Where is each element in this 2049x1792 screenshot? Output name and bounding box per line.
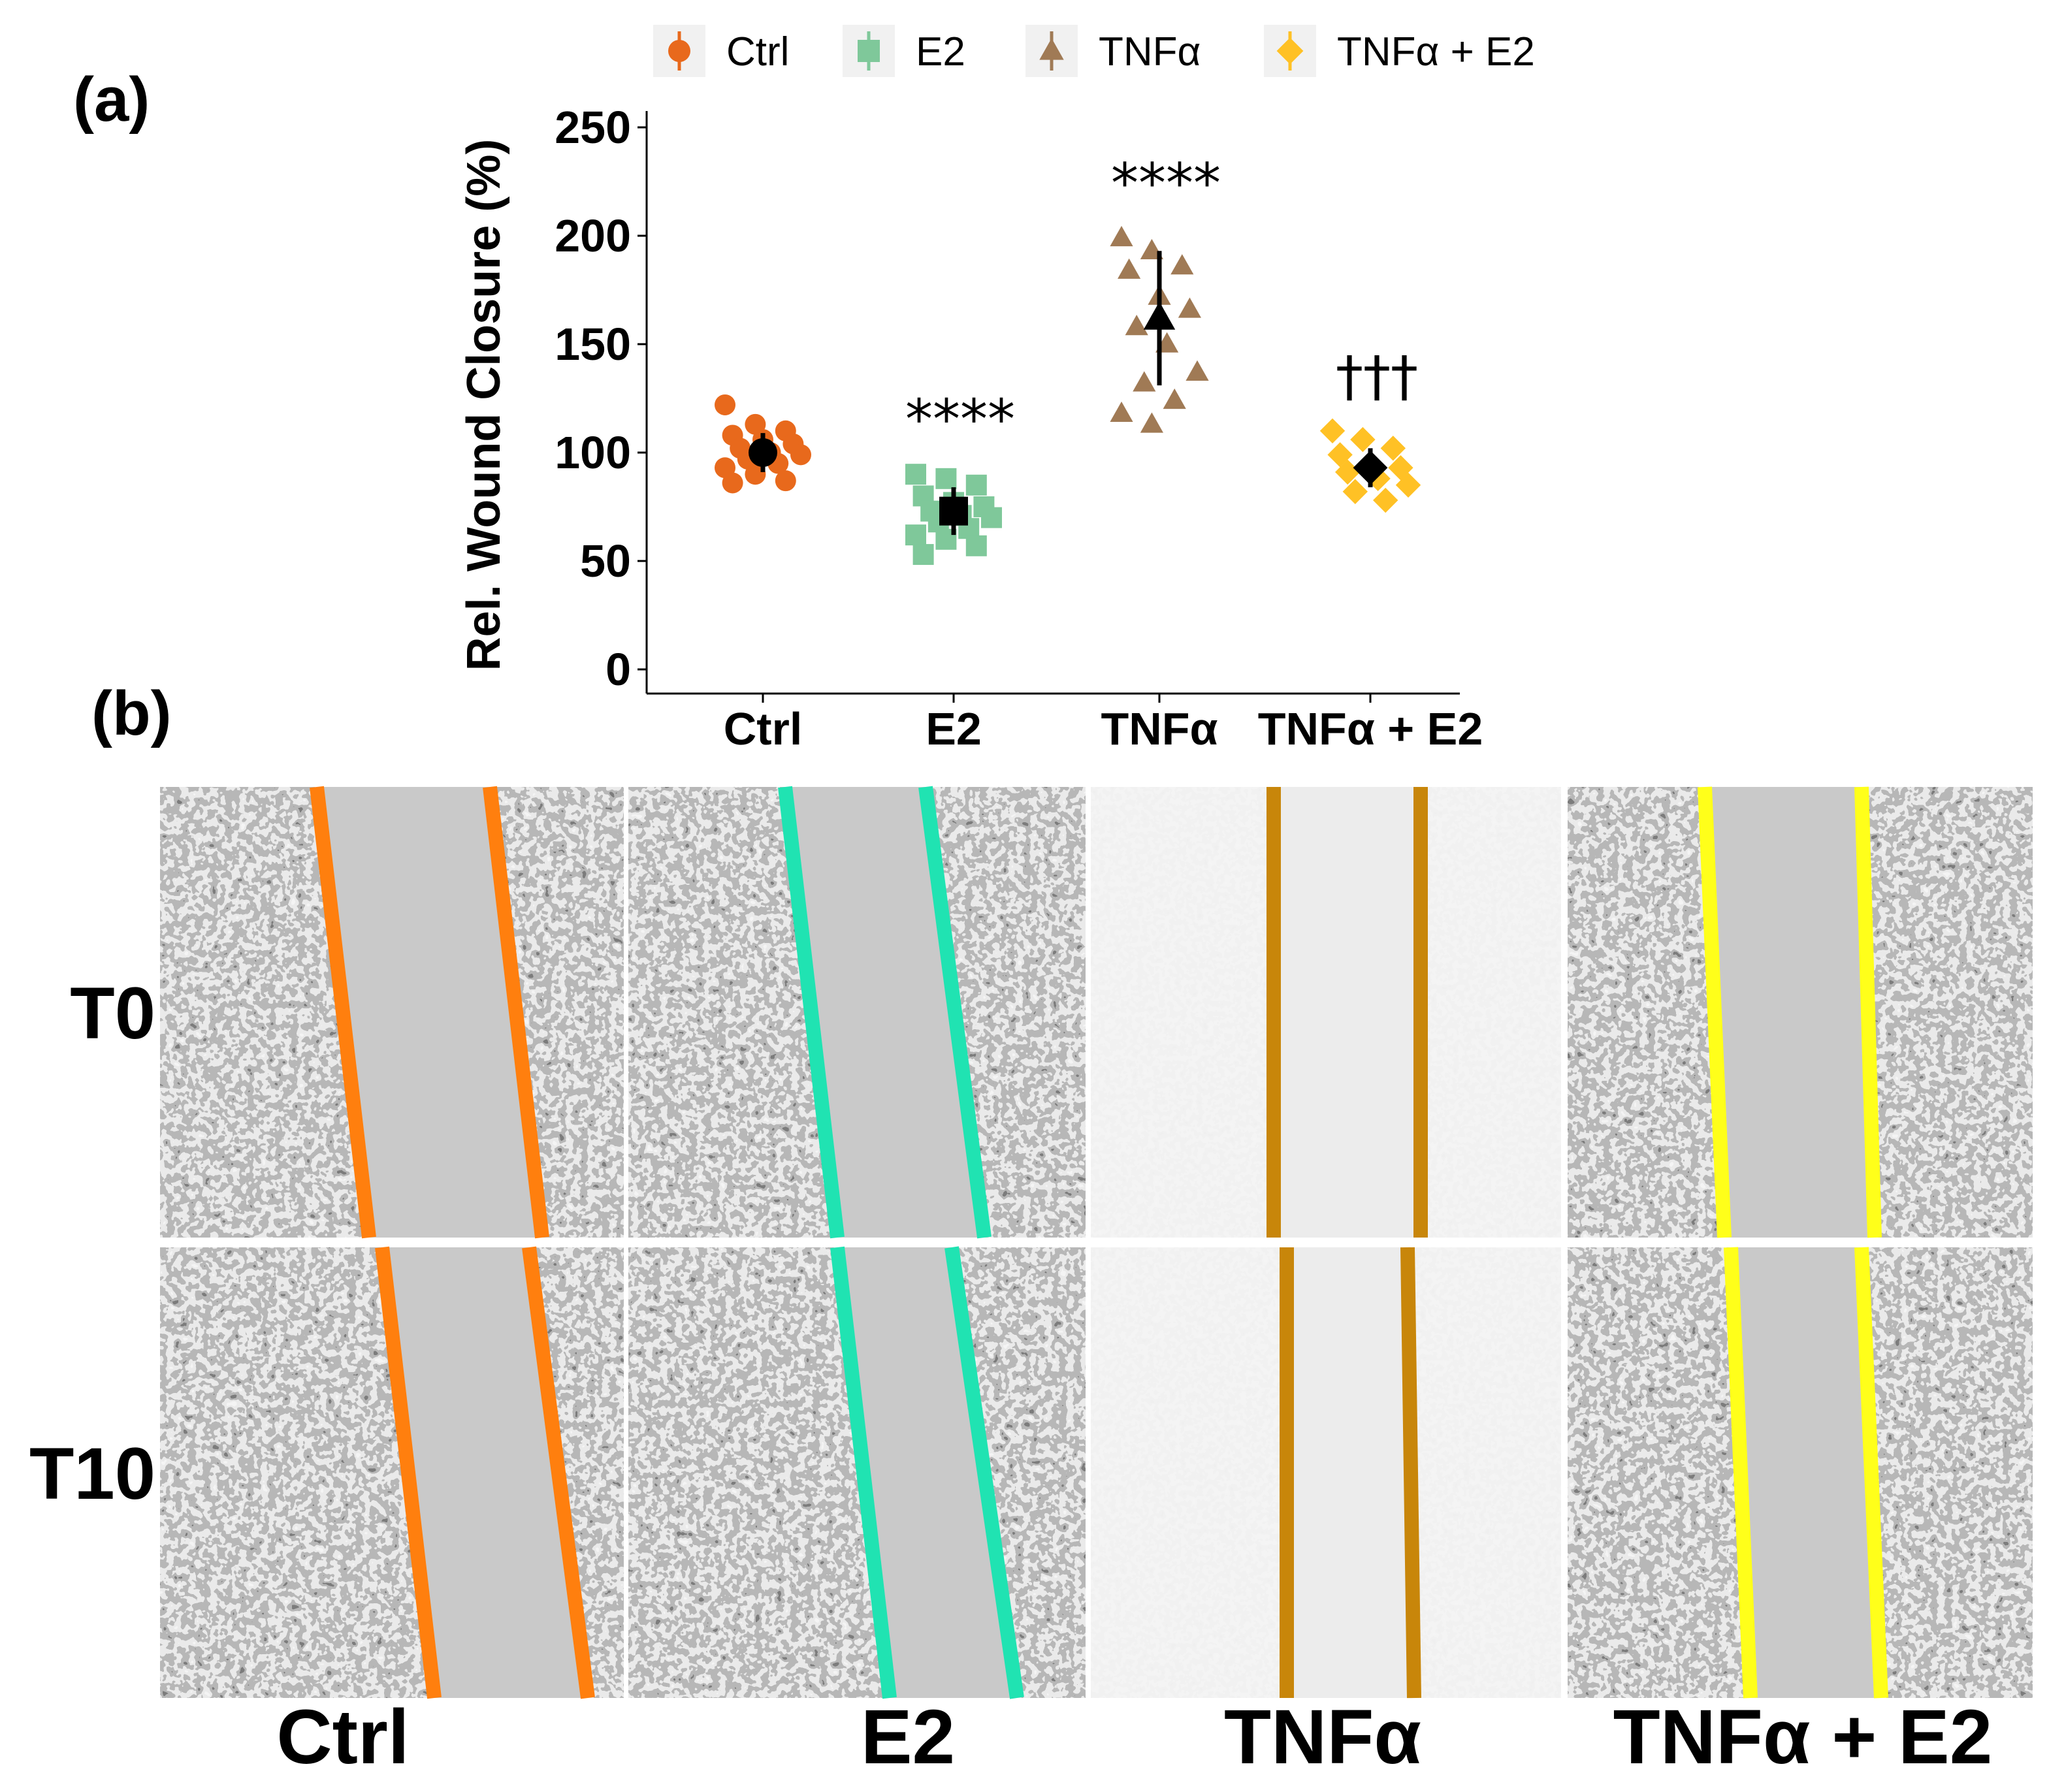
x-axis: Ctrl E2 TNFα TNFα + E2 bbox=[647, 692, 1483, 754]
significance-label: ††† bbox=[1336, 344, 1418, 408]
wound-closure-chart: Ctrl E2 TNFα TNFα + E2 0 50 100 150 200 250 Ctrl… bbox=[458, 25, 1535, 754]
panel-b-label: (b) bbox=[91, 679, 172, 748]
y-tick-label: 150 bbox=[555, 319, 631, 370]
data-point bbox=[1125, 315, 1148, 336]
x-tick-label: TNFα bbox=[1101, 703, 1218, 754]
wound-edge-line bbox=[830, 1246, 897, 1699]
y-axis-label: Rel. Wound Closure (%) bbox=[458, 139, 510, 671]
legend-label: TNFα bbox=[1099, 29, 1201, 74]
wound-gap bbox=[1274, 787, 1421, 1238]
wound-edge-line bbox=[522, 1246, 595, 1699]
wound-gap bbox=[1731, 1247, 1881, 1698]
chart-legend: Ctrl E2 TNFα TNFα + E2 bbox=[653, 25, 1535, 77]
data-point bbox=[981, 507, 1002, 528]
data-point bbox=[905, 524, 926, 546]
mean-marker bbox=[1353, 450, 1388, 485]
mean-marker bbox=[1143, 301, 1176, 330]
data-point bbox=[775, 470, 796, 492]
data-point bbox=[1380, 436, 1406, 461]
y-tick-label: 50 bbox=[580, 536, 631, 586]
plot-points bbox=[715, 225, 1421, 566]
column-label: E2 bbox=[861, 1694, 955, 1780]
wound-gap bbox=[382, 1247, 588, 1698]
row-label: T10 bbox=[29, 1433, 155, 1514]
micrograph-tile bbox=[1091, 1247, 1561, 1699]
legend-marker bbox=[1276, 37, 1304, 65]
micrograph-tile bbox=[160, 1246, 624, 1699]
data-point bbox=[1133, 371, 1156, 392]
significance-label: **** bbox=[1111, 151, 1221, 215]
wound-gap bbox=[1287, 1247, 1414, 1698]
wound-edge-line bbox=[944, 1246, 1024, 1699]
micrograph-tile bbox=[160, 786, 624, 1239]
data-point bbox=[912, 544, 934, 566]
panel-a-label: (a) bbox=[73, 65, 150, 135]
column-label: Ctrl bbox=[276, 1694, 409, 1780]
wound-edge-line bbox=[375, 1246, 442, 1699]
y-axis: 0 50 100 150 200 250 bbox=[555, 102, 648, 695]
data-point bbox=[1170, 254, 1194, 275]
legend-marker bbox=[858, 40, 880, 62]
data-point bbox=[1335, 459, 1361, 485]
legend-label: Ctrl bbox=[726, 29, 789, 74]
mean-marker bbox=[749, 438, 777, 467]
legend-label: TNFα + E2 bbox=[1337, 29, 1535, 74]
micrograph-tile bbox=[628, 1246, 1086, 1699]
wound-edge-line bbox=[310, 786, 376, 1239]
data-point bbox=[1319, 418, 1346, 443]
wound-edge-line bbox=[483, 786, 549, 1239]
data-point bbox=[965, 474, 987, 496]
wound-edge-line bbox=[1724, 1247, 1758, 1699]
y-tick-label: 250 bbox=[555, 102, 631, 153]
wound-edge-line bbox=[1854, 786, 1882, 1238]
wound-edge-line bbox=[1698, 786, 1732, 1238]
y-tick-label: 100 bbox=[555, 427, 631, 478]
data-point bbox=[905, 464, 926, 485]
y-tick-label: 200 bbox=[555, 210, 631, 261]
wound-edge-line bbox=[1400, 1247, 1421, 1699]
data-point bbox=[1110, 225, 1133, 247]
data-point bbox=[1110, 401, 1133, 423]
legend-marker bbox=[1039, 38, 1064, 60]
data-point bbox=[715, 394, 735, 415]
significance-label: **** bbox=[905, 387, 1015, 451]
data-point bbox=[1395, 472, 1421, 498]
mean-sd-markers bbox=[749, 251, 1388, 536]
x-tick-label: TNFα + E2 bbox=[1258, 703, 1483, 754]
micrograph-tile bbox=[1091, 787, 1561, 1238]
micrograph-tile bbox=[1568, 786, 2033, 1238]
y-tick-label: 0 bbox=[605, 644, 631, 695]
wound-edge-line bbox=[778, 786, 845, 1239]
x-tick-label: E2 bbox=[926, 703, 982, 754]
data-point bbox=[722, 472, 743, 494]
legend-marker bbox=[668, 40, 690, 62]
data-point bbox=[1342, 479, 1368, 504]
data-point bbox=[1118, 258, 1141, 279]
column-label: TNFα bbox=[1224, 1694, 1421, 1780]
data-point bbox=[1178, 297, 1201, 318]
wound-edge-line bbox=[1854, 1247, 1888, 1699]
data-point bbox=[935, 468, 957, 489]
wound-gap bbox=[1705, 787, 1875, 1238]
wound-edge-line bbox=[918, 786, 992, 1239]
micrograph-tile bbox=[628, 786, 1086, 1239]
legend-label: E2 bbox=[916, 29, 965, 74]
data-point bbox=[1163, 388, 1186, 409]
x-tick-label: Ctrl bbox=[724, 703, 803, 754]
micrograph-grid: T0 T10 Ctrl E2 TNFα TNFα + E2 bbox=[29, 786, 2033, 1780]
wound-gap bbox=[317, 787, 542, 1238]
data-point bbox=[745, 464, 766, 485]
data-point bbox=[1350, 426, 1376, 453]
row-label: T0 bbox=[70, 972, 155, 1054]
mean-marker bbox=[939, 496, 968, 526]
significance-annotations: **** **** ††† bbox=[905, 151, 1418, 451]
data-point bbox=[1373, 487, 1398, 513]
data-point bbox=[1186, 360, 1209, 381]
data-point bbox=[1140, 412, 1163, 433]
micrograph-tile bbox=[1568, 1247, 2033, 1699]
column-label: TNFα + E2 bbox=[1613, 1694, 1993, 1780]
data-point bbox=[790, 444, 811, 466]
data-point bbox=[965, 535, 987, 556]
